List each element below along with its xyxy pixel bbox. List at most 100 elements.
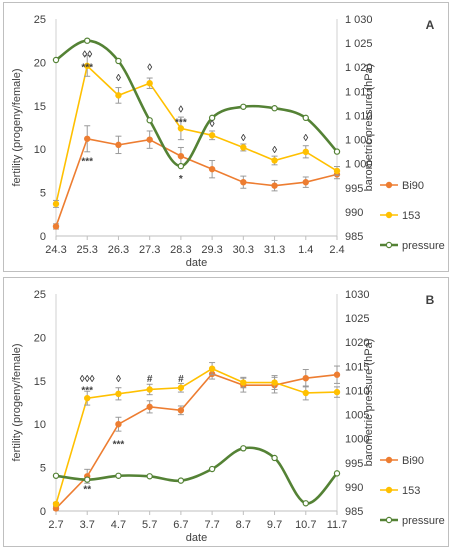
data-point-pressure bbox=[177, 477, 185, 484]
data-point-153 bbox=[177, 384, 185, 391]
series-153-line bbox=[55, 64, 338, 205]
y2-tick-label: 1 010 bbox=[345, 110, 373, 122]
data-point-153 bbox=[302, 148, 309, 156]
y2-tick-label: 990 bbox=[345, 207, 363, 219]
data-point-bi90 bbox=[208, 165, 216, 173]
y2-tick-label: 985 bbox=[345, 231, 363, 243]
x-tick-label: 2.4 bbox=[329, 244, 344, 256]
legend-marker-bi90 bbox=[385, 456, 393, 464]
series-bi90-line bbox=[55, 372, 338, 509]
significance-marker: ◊ bbox=[147, 63, 152, 74]
legend-marker-153 bbox=[385, 211, 393, 219]
data-point-153 bbox=[115, 390, 122, 398]
significance-marker: *** bbox=[81, 385, 93, 396]
significance-marker: ◊ bbox=[178, 104, 183, 115]
chart-a: 0 5 10 15 20 25 985 990 995 1 000 1 005 1 010 1 015 1… bbox=[11, 14, 445, 269]
data-point-bi90 bbox=[52, 223, 60, 230]
data-point-pressure bbox=[208, 114, 216, 122]
y-tick-label: 20 bbox=[34, 332, 46, 344]
y2-tick-label: 1 025 bbox=[345, 38, 373, 50]
y2-tick-label: 995 bbox=[345, 183, 363, 195]
data-point-153 bbox=[146, 80, 153, 87]
chart-panel-b: 0 5 10 15 20 25 985 990 995 1000 1005 1010 1015 1020 1… bbox=[3, 277, 449, 547]
significance-marker: ◊ bbox=[210, 119, 215, 130]
y2-tick-label: 1 030 bbox=[345, 14, 373, 26]
y2-tick-label: 1020 bbox=[345, 337, 369, 349]
series-bi90-line bbox=[55, 137, 338, 227]
significance-marker: ◊ bbox=[303, 133, 308, 144]
data-point-pressure bbox=[271, 105, 278, 112]
data-point-pressure bbox=[146, 473, 153, 480]
data-point-bi90 bbox=[333, 371, 341, 378]
y-axis-title: fertility (progeny/female) bbox=[11, 344, 23, 462]
data-point-bi90 bbox=[115, 141, 122, 149]
x-tick-label: 2.7 bbox=[48, 519, 63, 531]
x-tick-label: 25.3 bbox=[77, 244, 98, 256]
x-axis-title: date bbox=[186, 532, 207, 544]
x-tick-label: 4.7 bbox=[111, 519, 126, 531]
data-point-pressure bbox=[177, 162, 185, 170]
y-tick-label: 5 bbox=[40, 463, 46, 475]
legend-marker-153 bbox=[385, 486, 393, 494]
data-point-bi90 bbox=[302, 374, 309, 382]
x-tick-label: 10.7 bbox=[295, 519, 316, 531]
series-153-line bbox=[55, 367, 338, 505]
series-pressure-line bbox=[55, 446, 338, 505]
data-point-pressure bbox=[333, 148, 341, 155]
x-tick-label: 1.4 bbox=[298, 244, 313, 256]
data-point-153 bbox=[146, 386, 153, 393]
significance-marker: *** bbox=[81, 63, 93, 74]
data-point-bi90 bbox=[146, 403, 153, 411]
data-point-153 bbox=[208, 365, 216, 372]
y2-tick-label: 1 015 bbox=[345, 86, 373, 98]
legend-label-pressure: pressure bbox=[402, 240, 445, 252]
y2-tick-label: 990 bbox=[345, 482, 363, 494]
data-point-pressure bbox=[302, 114, 309, 122]
y-tick-label: 5 bbox=[40, 188, 46, 200]
y2-tick-label: 995 bbox=[345, 458, 363, 470]
x-axis-title: date bbox=[186, 257, 207, 269]
y-tick-label: 0 bbox=[40, 231, 46, 243]
data-point-bi90 bbox=[177, 407, 185, 414]
data-point-pressure bbox=[240, 103, 247, 110]
y-tick-label: 10 bbox=[34, 419, 46, 431]
y2-tick-label: 1010 bbox=[345, 385, 369, 397]
chart-b: 0510152025985990995100010051010101510201… bbox=[11, 289, 445, 544]
y-tick-label: 20 bbox=[34, 57, 46, 69]
y2-tick-label: 1030 bbox=[345, 289, 369, 301]
y-tick-label: 25 bbox=[34, 14, 46, 26]
significance-marker: ◊◊ bbox=[82, 50, 92, 61]
data-point-bi90 bbox=[146, 136, 153, 143]
data-point-153 bbox=[333, 388, 341, 396]
significance-marker: *** bbox=[175, 117, 187, 128]
x-tick-label: 7.7 bbox=[204, 519, 219, 531]
data-point-pressure bbox=[208, 465, 216, 473]
significance-marker: ◊ bbox=[116, 374, 121, 385]
data-point-bi90 bbox=[115, 420, 122, 428]
x-tick-label: 30.3 bbox=[233, 244, 254, 256]
data-point-153 bbox=[115, 92, 122, 99]
legend-marker-pressure bbox=[385, 516, 393, 524]
panel-label: B bbox=[426, 293, 435, 307]
data-point-pressure bbox=[240, 445, 247, 452]
y2-tick-label: 1005 bbox=[345, 410, 369, 422]
significance-marker: # bbox=[147, 374, 153, 385]
legend-marker-pressure bbox=[385, 241, 393, 249]
y2-axis-title: barometric pressure (hPa) bbox=[363, 64, 375, 192]
significance-marker: *** bbox=[81, 156, 93, 167]
y2-tick-label: 985 bbox=[345, 506, 363, 518]
x-tick-label: 26.3 bbox=[108, 244, 129, 256]
significance-marker: ◊ bbox=[272, 145, 277, 156]
legend-label-bi90: Bi90 bbox=[402, 455, 424, 467]
y2-tick-label: 1 020 bbox=[345, 62, 373, 74]
y-tick-label: 10 bbox=[34, 144, 46, 156]
legend-label-153: 153 bbox=[402, 485, 420, 497]
significance-marker: ◊ bbox=[116, 73, 121, 84]
y-axis-title: fertility (progeny/female) bbox=[11, 69, 23, 187]
data-point-pressure bbox=[302, 500, 309, 507]
series-pressure-line bbox=[55, 39, 338, 168]
x-tick-label: 8.7 bbox=[236, 519, 251, 531]
x-tick-label: 11.7 bbox=[327, 519, 348, 531]
data-point-pressure bbox=[52, 56, 60, 64]
significance-marker: * bbox=[179, 174, 183, 185]
